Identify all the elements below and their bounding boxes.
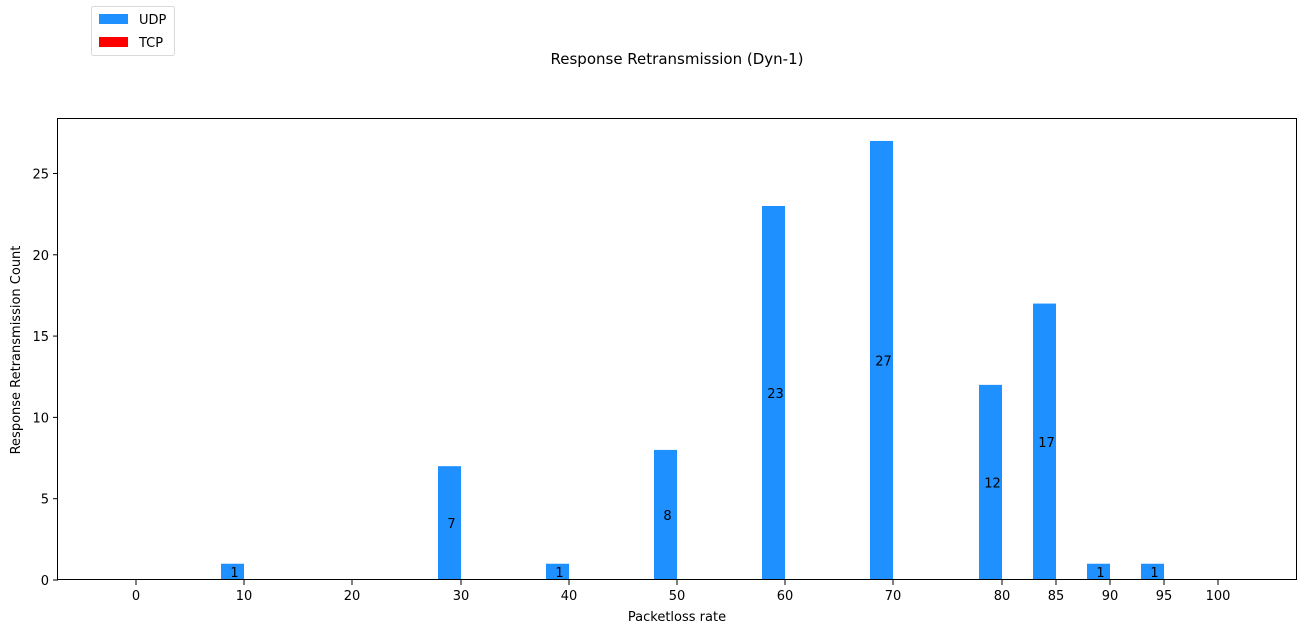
bar-udp-95	[1141, 563, 1164, 580]
bar-udp-85	[1033, 303, 1056, 580]
data-label-udp-70: 27	[875, 354, 892, 369]
x-axis: 0 10 20 30 40 50 60 70 80 85 90 95 100	[132, 580, 1231, 604]
chart-title: Response Retransmission (Dyn-1)	[551, 50, 804, 68]
x-tick-label-70: 70	[885, 589, 902, 604]
legend-label-udp: UDP	[139, 13, 167, 28]
bar-udp-80	[979, 384, 1002, 580]
legend-swatch-udp	[99, 14, 128, 24]
x-tick-label-0: 0	[132, 589, 140, 604]
plot-frame	[57, 118, 1297, 580]
y-tick-label-10: 10	[32, 411, 49, 426]
data-label-udp-85: 17	[1038, 436, 1055, 451]
legend-swatch-tcp	[99, 37, 128, 47]
y-axis-label: Response Retransmission Count	[9, 246, 24, 455]
data-label-udp-90: 1	[1096, 566, 1104, 581]
x-tick-label-100: 100	[1206, 589, 1231, 604]
data-label-udp-30: 7	[447, 517, 455, 532]
bar-udp-40	[546, 563, 569, 580]
x-tick-label-50: 50	[669, 589, 686, 604]
data-label-udp-50: 8	[663, 509, 671, 524]
y-tick-label-5: 5	[41, 493, 49, 508]
x-tick-label-85: 85	[1048, 589, 1065, 604]
x-tick-label-95: 95	[1156, 589, 1173, 604]
y-tick-label-0: 0	[41, 574, 49, 589]
data-label-udp-60: 23	[767, 387, 784, 402]
bar-udp-50	[654, 449, 677, 580]
x-tick-label-90: 90	[1102, 589, 1119, 604]
x-tick-label-10: 10	[236, 589, 253, 604]
x-axis-label: Packetloss rate	[628, 610, 726, 625]
data-label-udp-10: 1	[230, 566, 238, 581]
x-tick-label-40: 40	[561, 589, 578, 604]
bar-udp-60	[762, 205, 785, 581]
x-tick-label-60: 60	[777, 589, 794, 604]
x-tick-label-30: 30	[453, 589, 470, 604]
data-label-udp-40: 1	[555, 566, 563, 581]
y-tick-label-25: 25	[32, 167, 49, 182]
x-tick-label-80: 80	[994, 589, 1011, 604]
bar-udp-10	[221, 563, 244, 580]
y-tick-label-15: 15	[32, 330, 49, 345]
data-label-udp-95: 1	[1150, 566, 1158, 581]
y-axis: 0 5 10 15 20 25	[32, 167, 58, 589]
legend: UDP TCP	[91, 6, 175, 56]
bars-group	[221, 140, 1164, 581]
bar-udp-90	[1087, 563, 1110, 580]
bar-udp-70	[870, 140, 893, 580]
y-tick-label-20: 20	[32, 249, 49, 264]
legend-label-tcp: TCP	[138, 36, 163, 51]
bar-udp-30	[438, 466, 461, 580]
x-tick-label-20: 20	[344, 589, 361, 604]
data-label-udp-80: 12	[984, 476, 1001, 491]
